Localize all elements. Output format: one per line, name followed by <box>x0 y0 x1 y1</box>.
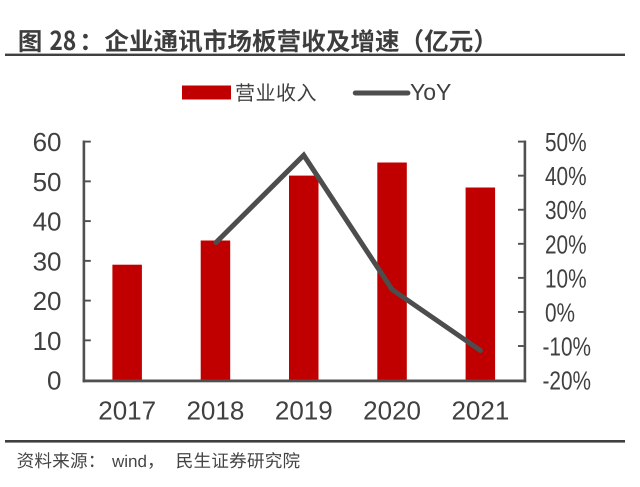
svg-text:2017: 2017 <box>98 396 156 426</box>
svg-text:20%: 20% <box>545 230 587 259</box>
svg-text:10%: 10% <box>545 264 587 293</box>
svg-text:40: 40 <box>33 207 62 237</box>
svg-text:40%: 40% <box>545 162 587 191</box>
svg-text:0: 0 <box>47 366 61 396</box>
svg-text:2020: 2020 <box>363 396 421 426</box>
svg-text:30%: 30% <box>545 196 587 225</box>
svg-text:30: 30 <box>33 246 62 276</box>
svg-text:60: 60 <box>33 127 62 157</box>
svg-text:-10%: -10% <box>543 332 592 361</box>
svg-text:0%: 0% <box>545 298 575 327</box>
svg-text:10: 10 <box>33 326 62 356</box>
svg-text:-20%: -20% <box>543 366 592 395</box>
svg-text:2019: 2019 <box>275 396 333 426</box>
svg-text:2021: 2021 <box>451 396 509 426</box>
svg-text:50%: 50% <box>545 128 587 157</box>
svg-text:50: 50 <box>33 167 62 197</box>
svg-text:20: 20 <box>33 286 62 316</box>
svg-text:YoY: YoY <box>410 79 451 105</box>
svg-text:2018: 2018 <box>186 396 244 426</box>
